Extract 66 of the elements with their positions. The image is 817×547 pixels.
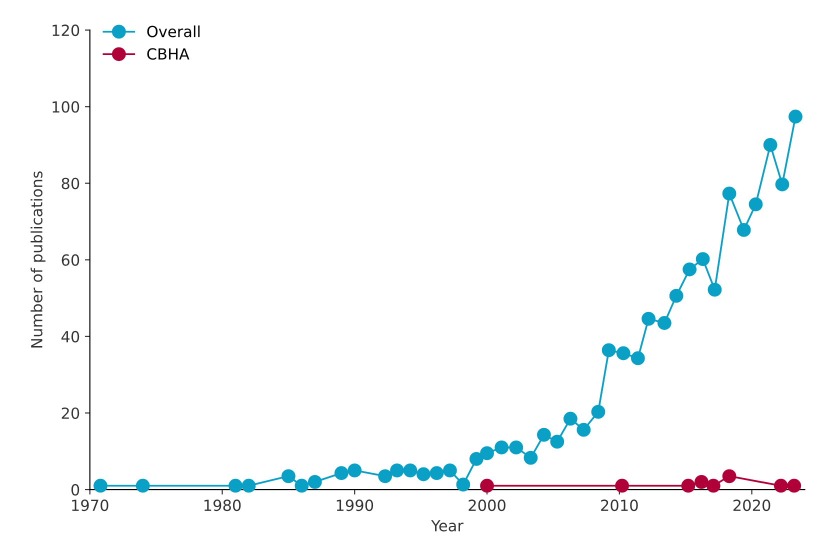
point [94,478,108,493]
point [282,469,296,484]
point [334,466,348,480]
point [788,110,802,124]
legend-label: CBHA [147,48,190,60]
point [537,428,551,442]
point [775,177,790,192]
point [378,469,392,484]
point [524,450,538,465]
point [642,312,656,326]
point [669,288,684,303]
point [308,474,322,489]
point [657,316,672,330]
point [390,463,404,478]
point [708,282,722,297]
point [681,478,696,493]
y-tick-label: 60 [62,254,80,266]
point [602,343,616,358]
point [456,478,470,492]
point [706,478,720,493]
y-axis-title: Number of publications [30,171,46,348]
y-tick-label: 100 [52,101,80,113]
point [509,440,524,454]
point [480,478,494,493]
point [294,478,309,493]
point [722,469,736,484]
point [228,478,242,493]
point [430,466,444,480]
point [722,186,736,201]
x-axis-title: Year [431,520,464,532]
point [616,346,630,360]
point [615,478,629,493]
y-tick-label: 80 [62,178,80,190]
point [443,463,457,478]
point [242,478,256,493]
point [403,463,418,478]
point [136,478,150,493]
point [736,223,751,237]
y-tick-label: 120 [52,24,80,36]
point [696,252,710,266]
point [787,478,802,493]
x-tick-label: 2000 [468,500,506,512]
point [774,478,788,493]
point [469,452,484,466]
point [494,440,509,454]
legend-label: Overall [147,25,200,38]
point [416,467,430,482]
x-tick-label: 2020 [733,500,770,512]
x-tick-label: 1970 [72,500,108,512]
y-tick-label: 0 [71,484,80,496]
point [748,197,763,212]
x-tick-label: 1990 [336,500,374,512]
point [576,422,591,437]
point [591,404,606,419]
y-tick-label: 40 [61,330,80,342]
point [682,262,697,276]
y-tick-label: 20 [62,407,80,420]
point [630,351,645,366]
point [563,412,578,426]
x-tick-label: 2010 [601,500,638,512]
point [694,474,708,489]
point [763,138,778,152]
point [550,434,564,449]
x-tick-label: 1980 [204,500,241,512]
point [348,463,362,478]
point [480,446,494,460]
